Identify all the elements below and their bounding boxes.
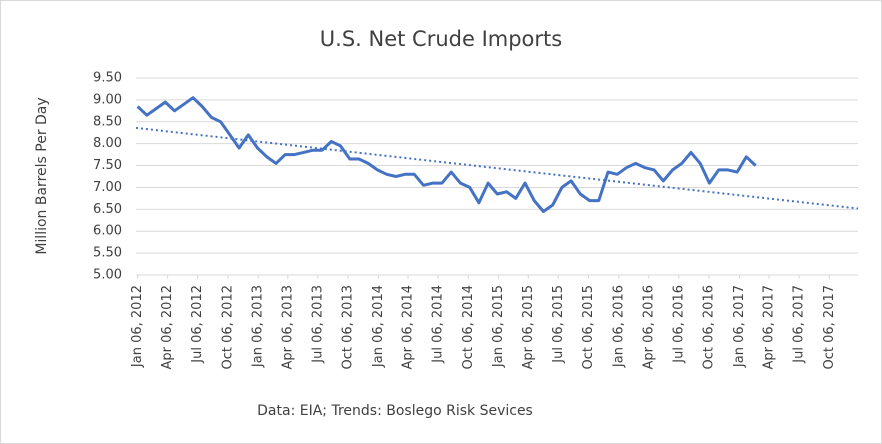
x-tick-label: Apr 06, 2012: [160, 285, 175, 370]
trend-line: [135, 126, 859, 210]
x-tick-label: Apr 06, 2015: [521, 285, 536, 370]
x-tick-label: Apr 06, 2013: [280, 285, 295, 370]
x-tick-label: Jan 06, 2012: [130, 285, 145, 368]
x-tick-label: Apr 06, 2017: [762, 285, 777, 370]
data-line: [136, 96, 757, 213]
y-tick-label: 8.00: [93, 136, 122, 151]
x-tick-label: Jul 06, 2013: [310, 285, 325, 364]
x-tick-label: Jan 06, 2014: [371, 285, 386, 368]
y-tick-label: 7.50: [93, 158, 122, 173]
y-tick-label: 9.50: [93, 71, 122, 86]
x-tick-label: Oct 06, 2012: [220, 285, 235, 370]
source-note: Data: EIA; Trends: Boslego Risk Sevices: [257, 403, 533, 419]
chart-title: U.S. Net Crude Imports: [320, 27, 562, 51]
y-tick-label: 6.50: [93, 202, 122, 217]
x-tick-label: Jul 06, 2012: [190, 285, 205, 364]
x-tick-label: Jul 06, 2015: [551, 285, 566, 364]
y-tick-label: 5.50: [93, 246, 122, 261]
x-tick-label: Jan 06, 2015: [491, 285, 506, 368]
y-tick-label: 5.00: [93, 268, 122, 283]
x-tick-label: Oct 06, 2015: [581, 285, 596, 370]
x-tick-label: Apr 06, 2016: [641, 285, 656, 370]
y-tick-label: 6.00: [93, 224, 122, 239]
x-tick-label: Jul 06, 2016: [671, 285, 686, 364]
x-tick-label: Jan 06, 2013: [251, 285, 266, 368]
x-tick-label: Oct 06, 2013: [341, 285, 356, 370]
x-tick-label: Jul 06, 2017: [792, 285, 807, 364]
y-axis-label: Million Barrels Per Day: [34, 97, 50, 254]
y-tick-label: 7.00: [93, 180, 122, 195]
x-tick-label: Jan 06, 2016: [611, 285, 626, 368]
x-tick-label: Jan 06, 2017: [732, 285, 747, 368]
y-tick-label: 9.00: [93, 92, 122, 107]
x-tick-label: Oct 06, 2016: [702, 285, 717, 370]
x-tick-label: Oct 06, 2017: [822, 285, 837, 370]
x-tick-label: Oct 06, 2014: [461, 285, 476, 370]
y-tick-label: 8.50: [93, 114, 122, 129]
x-tick-label: Jul 06, 2014: [431, 285, 446, 364]
x-tick-label: Apr 06, 2014: [401, 285, 416, 370]
